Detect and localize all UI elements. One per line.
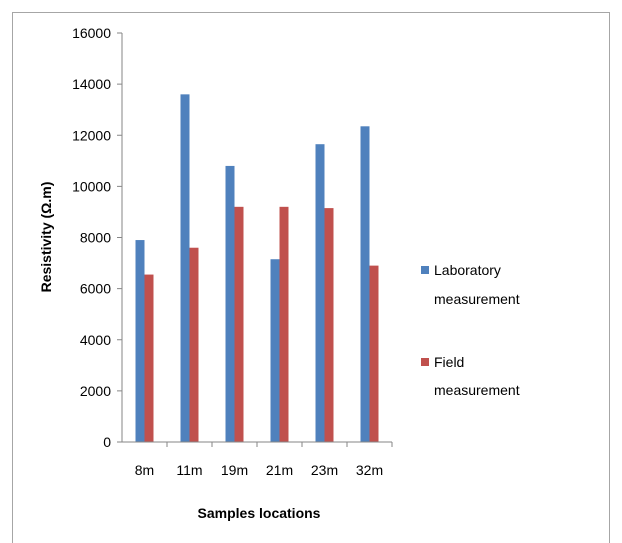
- y-tick-label: 10000: [72, 178, 111, 194]
- y-tick-label: 12000: [72, 127, 111, 143]
- bar-field-19m: [234, 206, 244, 442]
- bars: [135, 94, 379, 443]
- x-tick-label: 11m: [176, 462, 202, 478]
- bar-field-8m: [144, 274, 154, 442]
- x-tick-label: 23m: [311, 462, 338, 478]
- legend-label-field-line2: measurement: [434, 382, 520, 398]
- legend-label-laboratory-line1: Laboratory: [434, 262, 501, 278]
- x-tick-label: 8m: [135, 462, 154, 478]
- y-tick-label: 0: [103, 434, 111, 450]
- bar-laboratory-32m: [360, 126, 370, 442]
- y-tick-label: 14000: [72, 76, 111, 92]
- bar-laboratory-23m: [315, 144, 325, 442]
- bar-laboratory-11m: [180, 94, 190, 442]
- bar-laboratory-19m: [225, 165, 235, 443]
- x-tick-label: 21m: [266, 462, 293, 478]
- legend-label-laboratory-line2: measurement: [434, 291, 520, 307]
- bar-field-21m: [279, 206, 289, 442]
- y-tick-label: 6000: [80, 281, 111, 297]
- legend-label-field-line1: Field: [434, 354, 464, 370]
- x-axis-ticks: 8m 11m 19m 21m 23m 32m: [135, 442, 393, 478]
- chart-frame: [12, 12, 610, 543]
- x-tick-label: 32m: [356, 462, 383, 478]
- y-axis-ticks: 0 2000 4000 6000 8000 10000 12000 14000 16000: [72, 25, 122, 450]
- legend-swatch-laboratory: [421, 266, 429, 274]
- bar-field-11m: [189, 247, 199, 442]
- bar-laboratory-8m: [135, 240, 145, 442]
- y-tick-label: 2000: [80, 383, 111, 399]
- legend-swatch-field: [421, 358, 429, 366]
- bar-laboratory-21m: [270, 259, 280, 442]
- y-tick-label: 8000: [80, 230, 111, 246]
- y-axis-title: Resistivity (Ω.m): [38, 182, 54, 293]
- x-axis-title: Samples locations: [198, 505, 321, 521]
- y-tick-label: 4000: [80, 332, 111, 348]
- x-tick-label: 19m: [221, 462, 248, 478]
- bar-field-23m: [324, 208, 334, 442]
- y-tick-label: 16000: [72, 25, 111, 41]
- bar-field-32m: [369, 265, 379, 442]
- legend: Laboratory measurement Field measurement: [421, 262, 520, 398]
